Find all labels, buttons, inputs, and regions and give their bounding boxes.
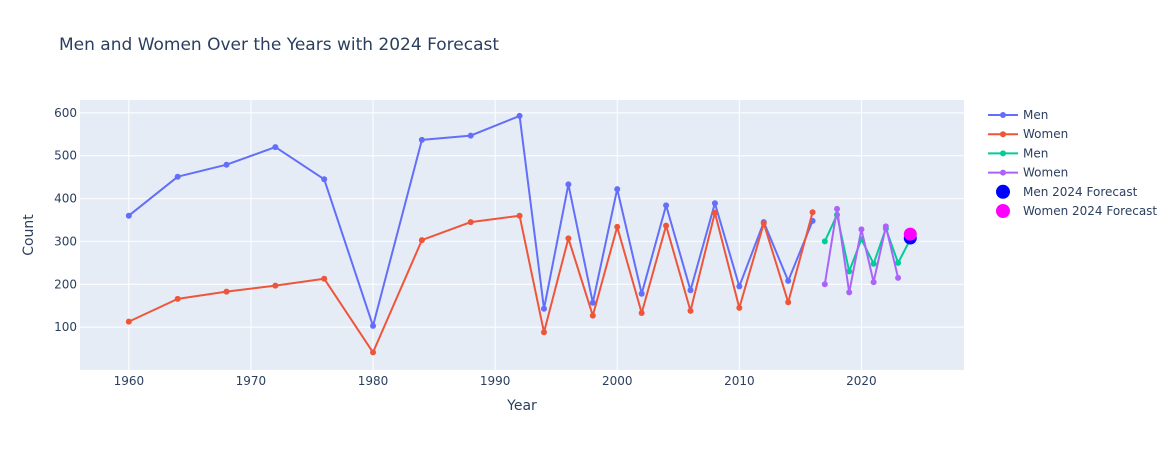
plot-area xyxy=(80,100,964,370)
legend-label: Women 2024 Forecast xyxy=(1023,204,1157,218)
x-axis-ticks: 1960 1970 1980 1990 2000 2010 2020 xyxy=(114,374,877,388)
data-point[interactable] xyxy=(882,223,889,230)
y-tick-label: 500 xyxy=(54,149,77,163)
data-point[interactable] xyxy=(540,305,547,312)
y-axis-title: Count xyxy=(21,214,37,256)
data-point[interactable] xyxy=(589,299,596,306)
data-point[interactable] xyxy=(125,212,132,219)
legend-label: Women xyxy=(1023,127,1068,141)
y-tick-label: 100 xyxy=(54,320,77,334)
data-point[interactable] xyxy=(895,259,902,266)
data-point[interactable] xyxy=(467,132,474,139)
legend-swatch-marker xyxy=(996,204,1010,218)
legend-label: Men 2024 Forecast xyxy=(1023,185,1138,199)
legend-item[interactable]: Women 2024 Forecast xyxy=(996,204,1157,218)
data-point[interactable] xyxy=(565,181,572,188)
y-tick-label: 600 xyxy=(54,106,77,120)
data-point[interactable] xyxy=(638,310,645,316)
y-tick-label: 400 xyxy=(54,192,77,206)
data-point[interactable] xyxy=(785,299,792,306)
data-point[interactable] xyxy=(809,209,816,216)
x-tick-label: 2020 xyxy=(846,374,877,388)
data-point[interactable] xyxy=(895,274,902,281)
data-point[interactable] xyxy=(516,212,523,219)
series-5 xyxy=(903,227,917,241)
data-point[interactable] xyxy=(223,161,230,168)
legend-label: Men xyxy=(1023,108,1048,122)
data-point[interactable] xyxy=(467,219,474,226)
x-tick-label: 1990 xyxy=(480,374,511,388)
y-axis-ticks: 100 200 300 400 500 600 xyxy=(54,106,77,334)
legend-swatch-marker xyxy=(1000,112,1006,118)
x-tick-label: 1970 xyxy=(236,374,267,388)
data-point[interactable] xyxy=(272,144,279,151)
data-point[interactable] xyxy=(870,260,877,267)
data-point[interactable] xyxy=(540,329,547,336)
data-point[interactable] xyxy=(638,290,645,297)
data-point[interactable] xyxy=(321,275,328,282)
data-point[interactable] xyxy=(174,173,181,180)
data-point[interactable] xyxy=(370,349,377,356)
x-tick-label: 2010 xyxy=(724,374,755,388)
legend-item[interactable]: Men 2024 Forecast xyxy=(996,184,1138,199)
data-point[interactable] xyxy=(125,318,132,325)
data-point[interactable] xyxy=(614,223,621,230)
series-1 xyxy=(125,209,816,356)
data-point[interactable] xyxy=(174,295,181,302)
x-tick-label: 1980 xyxy=(358,374,389,388)
data-point[interactable] xyxy=(418,136,425,143)
data-point[interactable] xyxy=(834,205,841,212)
data-point[interactable] xyxy=(711,200,718,207)
data-point[interactable] xyxy=(846,289,853,296)
legend-swatch-marker xyxy=(1000,150,1006,157)
data-point[interactable] xyxy=(614,186,621,193)
data-point[interactable] xyxy=(370,322,377,329)
y-tick-label: 200 xyxy=(54,277,77,291)
legend-item[interactable]: Men xyxy=(988,146,1048,160)
grid xyxy=(80,100,964,370)
data-point[interactable] xyxy=(846,268,853,275)
data-point[interactable] xyxy=(565,235,572,242)
x-axis-title: Year xyxy=(506,398,537,414)
legend-item[interactable]: Women xyxy=(988,166,1068,180)
data-point[interactable] xyxy=(736,283,743,290)
legend-swatch-marker xyxy=(1000,169,1006,176)
legend-item[interactable]: Men xyxy=(988,108,1048,122)
data-point[interactable] xyxy=(870,279,877,286)
data-point[interactable] xyxy=(589,312,596,319)
data-point[interactable] xyxy=(223,288,230,295)
data-point[interactable] xyxy=(858,226,865,233)
series-layer xyxy=(125,112,917,356)
legend[interactable]: Men Women Men Women Men 2024 Forecast Women 2… xyxy=(988,108,1157,218)
data-point[interactable] xyxy=(785,277,792,284)
data-point[interactable] xyxy=(663,202,670,209)
data-point[interactable] xyxy=(821,238,828,245)
x-tick-label: 2000 xyxy=(602,374,633,388)
y-tick-label: 300 xyxy=(54,234,77,248)
legend-swatch-marker xyxy=(996,184,1010,199)
series-3 xyxy=(821,205,902,296)
data-point[interactable] xyxy=(711,209,718,216)
data-point[interactable] xyxy=(687,287,694,294)
legend-label: Men xyxy=(1023,146,1048,160)
legend-item[interactable]: Women xyxy=(988,127,1068,141)
data-point[interactable] xyxy=(687,307,694,314)
data-point[interactable] xyxy=(663,222,670,229)
data-point[interactable] xyxy=(736,304,743,311)
data-point[interactable] xyxy=(760,220,767,227)
legend-swatch-marker xyxy=(1000,131,1006,138)
chart-title: Men and Women Over the Years with 2024 F… xyxy=(59,35,499,55)
data-point[interactable] xyxy=(321,176,328,183)
x-tick-label: 1960 xyxy=(114,374,145,388)
data-point[interactable] xyxy=(418,237,425,244)
data-point[interactable] xyxy=(272,282,279,289)
data-point[interactable] xyxy=(903,227,917,241)
legend-label: Women xyxy=(1023,166,1068,180)
series-0 xyxy=(125,112,816,329)
data-point[interactable] xyxy=(516,112,523,119)
data-point[interactable] xyxy=(821,281,828,288)
